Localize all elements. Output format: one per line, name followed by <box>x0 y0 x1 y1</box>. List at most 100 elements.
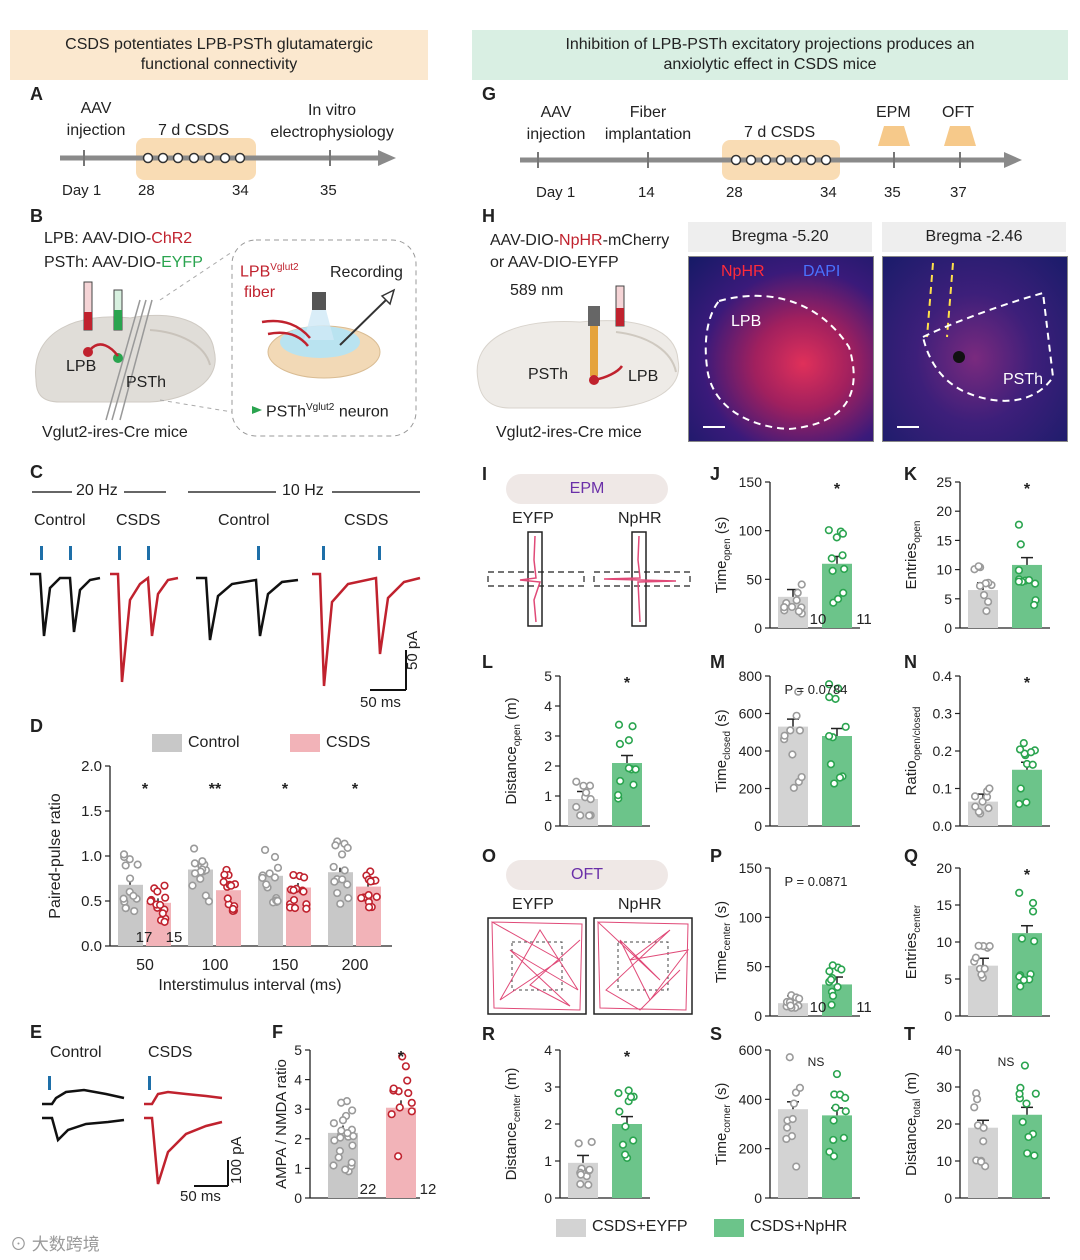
y-tick-label-m: 200 <box>739 781 763 797</box>
data-point-m <box>824 680 834 689</box>
data-point-f-control <box>341 1165 350 1174</box>
data-point-n <box>1026 748 1036 757</box>
data-point-j <box>824 526 833 535</box>
y-tick-label-l: 4 <box>544 698 552 714</box>
significance-j: * <box>834 481 841 498</box>
data-point-d-csds <box>223 894 232 903</box>
y-tick-label-m: 800 <box>739 668 763 684</box>
y-tick-label-q: 5 <box>944 971 952 987</box>
image1-title: Bregma -5.20 <box>731 228 829 245</box>
timeline-g-event-csds: 7 d CSDS <box>744 124 816 141</box>
data-point-p <box>833 982 842 992</box>
data-point-t <box>979 1137 988 1146</box>
y-axis-label-p: Timecenter (s) <box>713 901 733 983</box>
data-point-d-control <box>337 850 347 859</box>
panel-letter-k: K <box>904 464 917 484</box>
image1-label-nphr: NpHR <box>721 263 765 280</box>
bar-k-nphr <box>1012 564 1042 628</box>
y-tick-label-k: 5 <box>944 591 952 607</box>
data-point-l <box>631 765 640 774</box>
data-point-d-control <box>265 869 274 878</box>
data-point-d-csds <box>228 904 238 914</box>
data-point-t <box>979 1123 988 1132</box>
data-point-f-control <box>347 1158 356 1167</box>
data-point-p <box>786 1001 795 1010</box>
y-axis-label-m: Timeclosed (s) <box>713 709 733 792</box>
data-point-m <box>826 760 836 769</box>
significance-p: P = 0.0871 <box>784 874 847 889</box>
data-point-l <box>624 764 633 773</box>
data-point-n <box>1015 799 1024 809</box>
data-point-m <box>788 750 797 759</box>
data-point-l <box>615 739 625 749</box>
data-point-d-control <box>190 859 199 868</box>
legend-d-csds-swatch <box>290 734 320 752</box>
data-point-d-csds <box>219 877 228 887</box>
panel-letter-s: S <box>710 1024 723 1044</box>
data-point-d-control <box>130 906 139 916</box>
y-axis-label-q: Entriescenter <box>903 904 923 979</box>
data-point-f-control <box>338 1116 348 1125</box>
data-point-p <box>827 1000 836 1009</box>
y-tick-label-m: 400 <box>739 743 763 759</box>
data-point-f-control <box>348 1141 357 1150</box>
data-point-s <box>789 1099 799 1108</box>
panel-letter-r: R <box>482 1024 495 1044</box>
data-point-t <box>1024 1132 1033 1142</box>
bar-f-csds <box>386 1107 416 1198</box>
y-tick-label-q: 10 <box>936 934 952 950</box>
data-point-s <box>829 1152 839 1161</box>
data-point-r <box>615 1107 624 1116</box>
data-point-s <box>782 1134 791 1144</box>
n-label-d-csds: 15 <box>166 929 183 946</box>
x-tick-label-d: 100 <box>202 957 229 974</box>
oft-title: OFT <box>571 866 603 883</box>
data-point-j <box>838 551 847 560</box>
data-point-d-csds <box>302 904 311 913</box>
panel-e-group-csds: CSDS <box>148 1044 193 1061</box>
significance-q: * <box>1024 867 1031 884</box>
data-point-l <box>613 791 623 800</box>
data-point-d-control <box>260 845 270 855</box>
data-point-d-csds <box>289 886 298 895</box>
data-point-d-csds <box>160 917 169 926</box>
data-point-l <box>579 781 588 790</box>
y-tick-label-q: 0 <box>944 1008 952 1024</box>
data-point-d-csds <box>289 870 298 880</box>
y-tick-label-d: 1.0 <box>81 848 102 865</box>
panel-h-wavelength: 589 nm <box>510 282 564 299</box>
data-point-f-csds <box>389 1084 398 1093</box>
epm-title-pill: EPM <box>506 474 668 504</box>
data-point-q <box>974 941 983 950</box>
data-point-t <box>970 1103 979 1112</box>
significance-r: * <box>624 1049 631 1066</box>
panel-letter-p: P <box>710 846 723 866</box>
data-point-l <box>576 811 585 820</box>
panel-c-group-control-2: Control <box>218 512 270 529</box>
legend-eyfp-label: CSDS+EYFP <box>592 1218 688 1235</box>
data-point-f-control <box>348 1106 357 1115</box>
y-tick-label-k: 15 <box>936 532 952 548</box>
data-point-m <box>789 783 798 792</box>
panel-letter-m: M <box>710 652 725 672</box>
data-point-k <box>974 562 983 571</box>
y-tick-label-n: 0.0 <box>933 818 953 834</box>
data-point-f-control <box>329 1119 338 1128</box>
data-point-d-control <box>273 896 282 906</box>
panel-letter-j: J <box>710 464 721 484</box>
data-point-j <box>839 588 848 597</box>
data-point-d-csds <box>290 903 300 913</box>
timeline-g-event-oft: OFT <box>942 104 974 121</box>
data-point-l <box>572 802 581 812</box>
data-point-f-csds <box>398 1052 407 1061</box>
data-point-t <box>1031 1089 1040 1098</box>
watermark: ⊙ 大数跨境 <box>10 1235 100 1254</box>
panel-c-group-control-1: Control <box>34 512 86 529</box>
panel-h-virus-line1: AAV-DIO-NpHR-mCherry <box>490 232 670 249</box>
data-point-d-csds <box>364 903 374 912</box>
panel-b-region-psth: PSTh <box>126 374 167 391</box>
data-point-n <box>1028 760 1037 769</box>
banner-right-text: Inhibition of LPB-PSTh excitatory projec… <box>565 36 975 73</box>
significance-d: * <box>142 781 149 798</box>
y-tick-label-k: 0 <box>944 620 952 636</box>
